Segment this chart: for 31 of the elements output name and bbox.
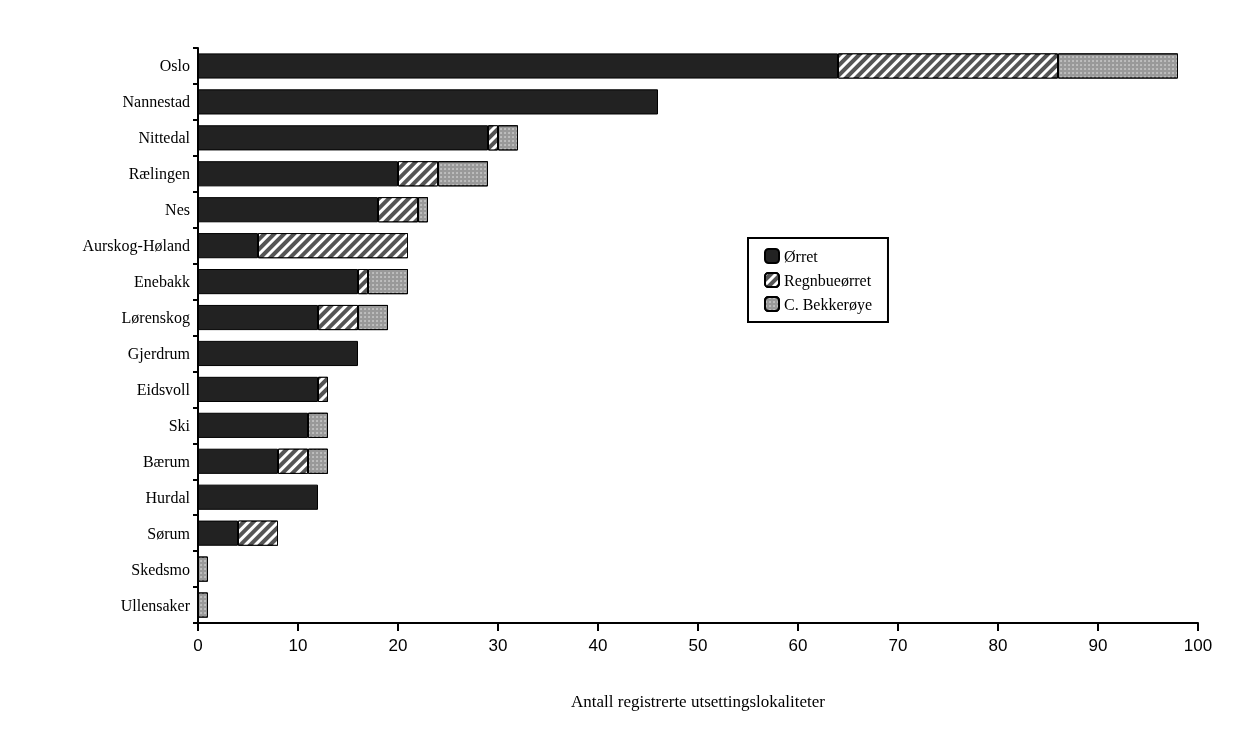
y-tick-label: Ski [168, 416, 191, 434]
y-tick-label: Oslo [159, 57, 190, 75]
x-tick-label: 40 [588, 636, 608, 655]
y-tick-label: Skedsmo [131, 560, 190, 578]
x-tick-label: 90 [1088, 636, 1108, 655]
x-tick-label: 50 [688, 636, 708, 655]
y-tick-label: Rælingen [128, 165, 190, 184]
x-tick-label: 10 [288, 636, 308, 655]
y-tick-label: Gjerdrum [127, 344, 191, 363]
y-tick-label: Bærum [142, 452, 191, 470]
y-tick-label: Nannestad [122, 93, 190, 111]
x-tick-label: 100 [1183, 636, 1213, 655]
y-tick-label: Aurskog-Høland [82, 237, 190, 256]
x-axis-title: Antall registrerte utsettingslokaliteter [571, 692, 826, 711]
y-tick-label: Hurdal [145, 488, 191, 506]
y-tick-label: Sørum [147, 524, 191, 542]
x-tick-label: 0 [193, 636, 203, 655]
y-tick-label: Nittedal [138, 129, 191, 147]
x-tick-label: 70 [888, 636, 908, 655]
y-tick-label: Ullensaker [120, 596, 191, 614]
x-tick-label: 60 [788, 636, 808, 655]
legend-label: Ørret [784, 247, 819, 265]
legend-label: Regnbueørret [784, 271, 872, 290]
x-tick-label: 20 [388, 636, 408, 655]
x-tick-label: 30 [488, 636, 508, 655]
y-tick-label: Eidsvoll [136, 380, 191, 398]
legend-label: C. Bekkerøye [784, 295, 872, 314]
x-tick-label: 80 [988, 636, 1008, 655]
y-tick-label: Nes [165, 201, 190, 219]
y-tick-label: Lørenskog [121, 309, 190, 328]
y-tick-label: Enebakk [134, 273, 190, 291]
